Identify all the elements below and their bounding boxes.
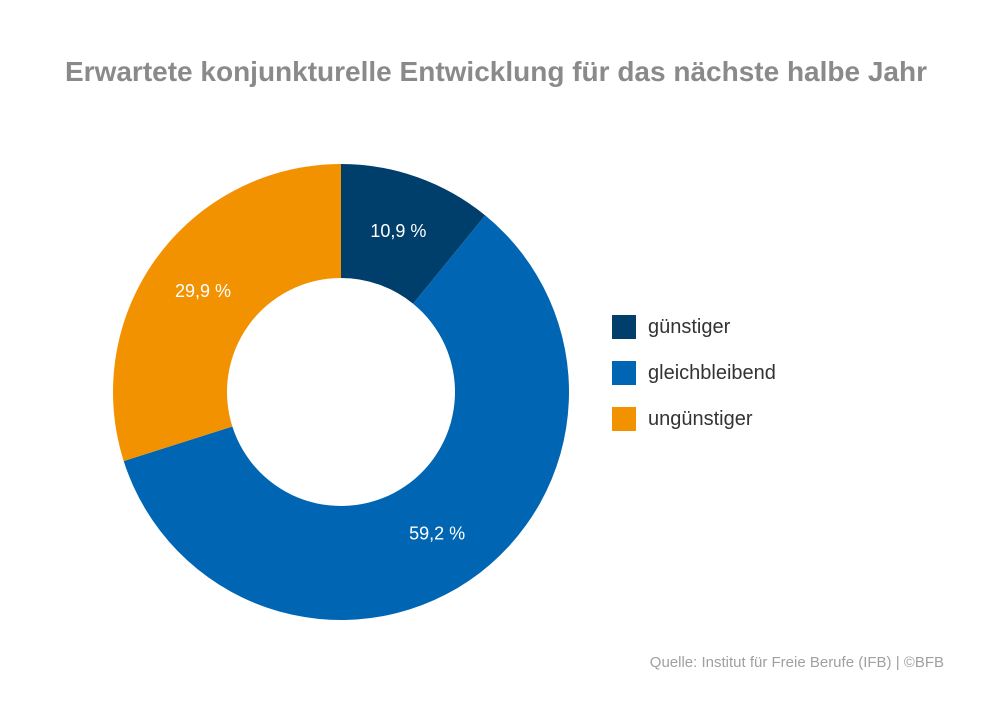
source-note: Quelle: Institut für Freie Berufe (IFB) … <box>649 654 944 671</box>
legend-swatch <box>612 407 636 431</box>
legend-label: gleichbleibend <box>648 361 776 384</box>
chart-legend: günstiger gleichbleibend ungünstiger <box>612 304 776 442</box>
legend-swatch <box>612 315 636 339</box>
slice-guenstiger <box>341 164 486 304</box>
legend-item-gleichbleibend: gleichbleibend <box>612 350 776 396</box>
legend-swatch <box>612 361 636 385</box>
data-label-gleichbleibend: 59,2 % <box>409 523 465 543</box>
slice-unguenstiger <box>112 164 341 462</box>
legend-item-unguenstiger: ungünstiger <box>612 396 776 442</box>
data-label-guenstiger: 10,9 % <box>370 221 426 241</box>
legend-label: günstiger <box>648 315 731 338</box>
chart-title: Erwartete konjunkturelle Entwicklung für… <box>65 56 927 87</box>
legend-label: ungünstiger <box>648 407 753 430</box>
data-label-unguenstiger: 29,9 % <box>175 281 231 301</box>
legend-item-guenstiger: günstiger <box>612 304 776 350</box>
slice-gleichbleibend <box>123 215 570 621</box>
